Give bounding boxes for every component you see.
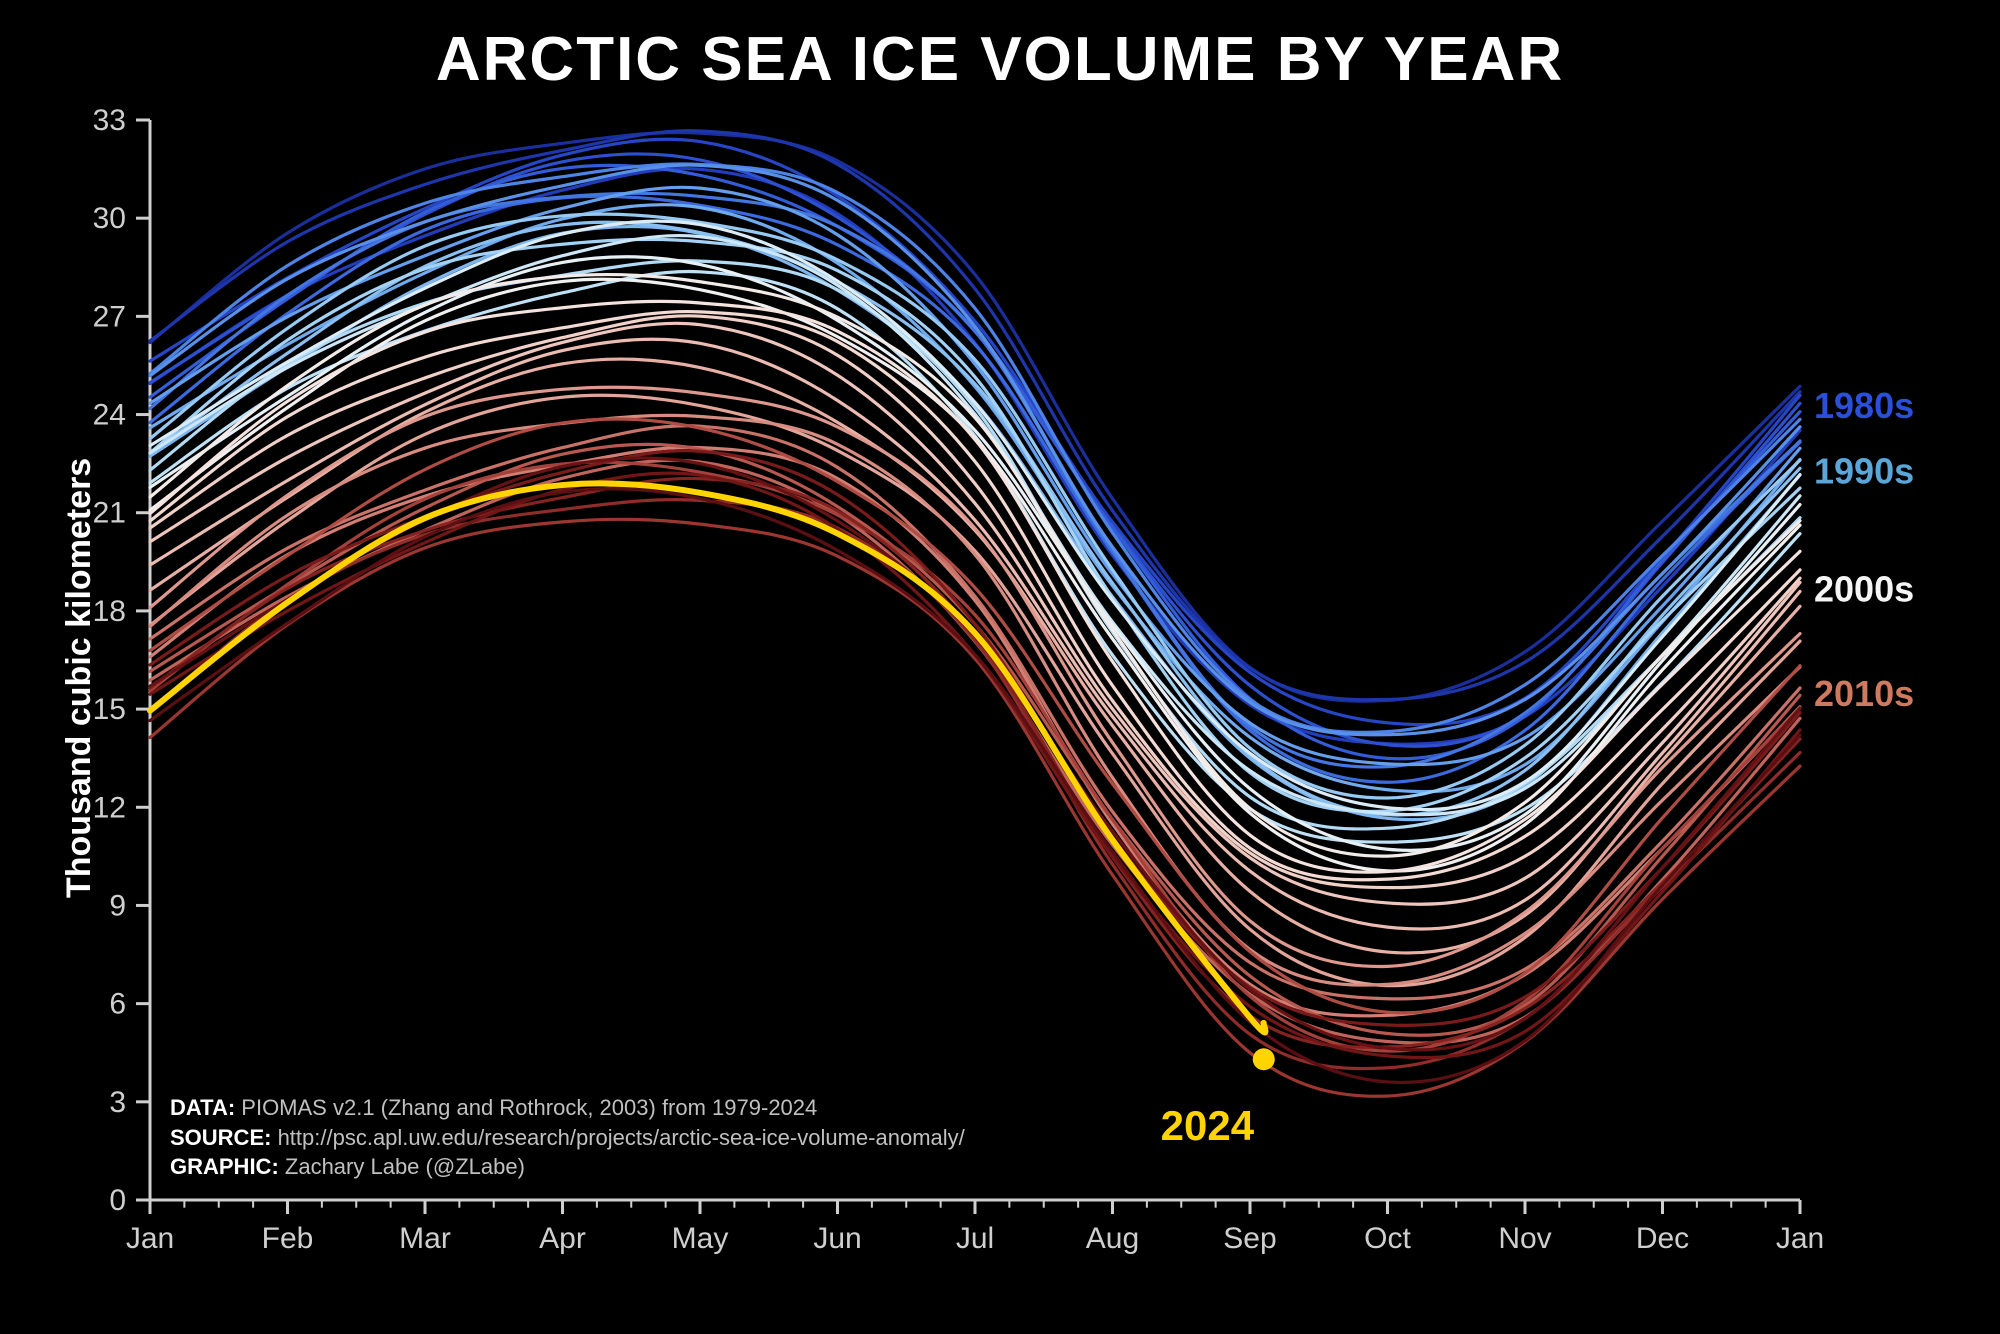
- x-tick-label: Jun: [813, 1222, 861, 1255]
- y-tick-label: 27: [93, 300, 126, 333]
- x-tick-label: Nov: [1498, 1222, 1551, 1255]
- x-tick-label: Jan: [1776, 1222, 1824, 1255]
- x-tick-label: Oct: [1364, 1222, 1411, 1255]
- y-tick-label: 30: [93, 202, 126, 235]
- x-tick-label: Jan: [126, 1222, 174, 1255]
- y-tick-label: 24: [93, 399, 126, 432]
- y-tick-label: 9: [109, 889, 126, 922]
- year-line: [150, 489, 1800, 1083]
- y-tick-label: 6: [109, 988, 126, 1021]
- year-line: [150, 451, 1800, 1026]
- credit-line: SOURCE: http://psc.apl.uw.edu/research/p…: [170, 1123, 965, 1153]
- decade-label: 1990s: [1814, 450, 1914, 491]
- credit-line: DATA: PIOMAS v2.1 (Zhang and Rothrock, 2…: [170, 1093, 965, 1123]
- x-tick-label: Dec: [1636, 1222, 1689, 1255]
- x-tick-label: Jul: [956, 1222, 994, 1255]
- x-tick-label: Sep: [1223, 1222, 1276, 1255]
- year-line: [150, 458, 1800, 1050]
- highlight-year-label: 2024: [1161, 1102, 1254, 1150]
- decade-label: 2000s: [1814, 568, 1914, 609]
- series-group: [150, 131, 1800, 1097]
- year-line: [150, 205, 1800, 792]
- x-tick-label: Aug: [1086, 1222, 1139, 1255]
- y-axis-label: Thousand cubic kilometers: [60, 457, 99, 897]
- decade-label: 2010s: [1814, 673, 1914, 714]
- x-tick-label: Apr: [539, 1222, 586, 1255]
- year-line: [150, 419, 1800, 1013]
- credit-line: GRAPHIC: Zachary Labe (@ZLabe): [170, 1152, 965, 1182]
- highlight-marker: [1253, 1048, 1275, 1070]
- x-tick-label: Feb: [262, 1222, 314, 1255]
- y-tick-label: 3: [109, 1086, 126, 1119]
- y-tick-label: 33: [93, 104, 126, 137]
- x-tick-label: Mar: [399, 1222, 451, 1255]
- credits-block: DATA: PIOMAS v2.1 (Zhang and Rothrock, 2…: [170, 1093, 965, 1182]
- y-tick-label: 0: [109, 1184, 126, 1217]
- decade-label: 1980s: [1814, 385, 1914, 426]
- x-tick-label: May: [672, 1222, 729, 1255]
- chart-container: ARCTIC SEA ICE VOLUME BY YEAR 0369121518…: [0, 0, 2000, 1334]
